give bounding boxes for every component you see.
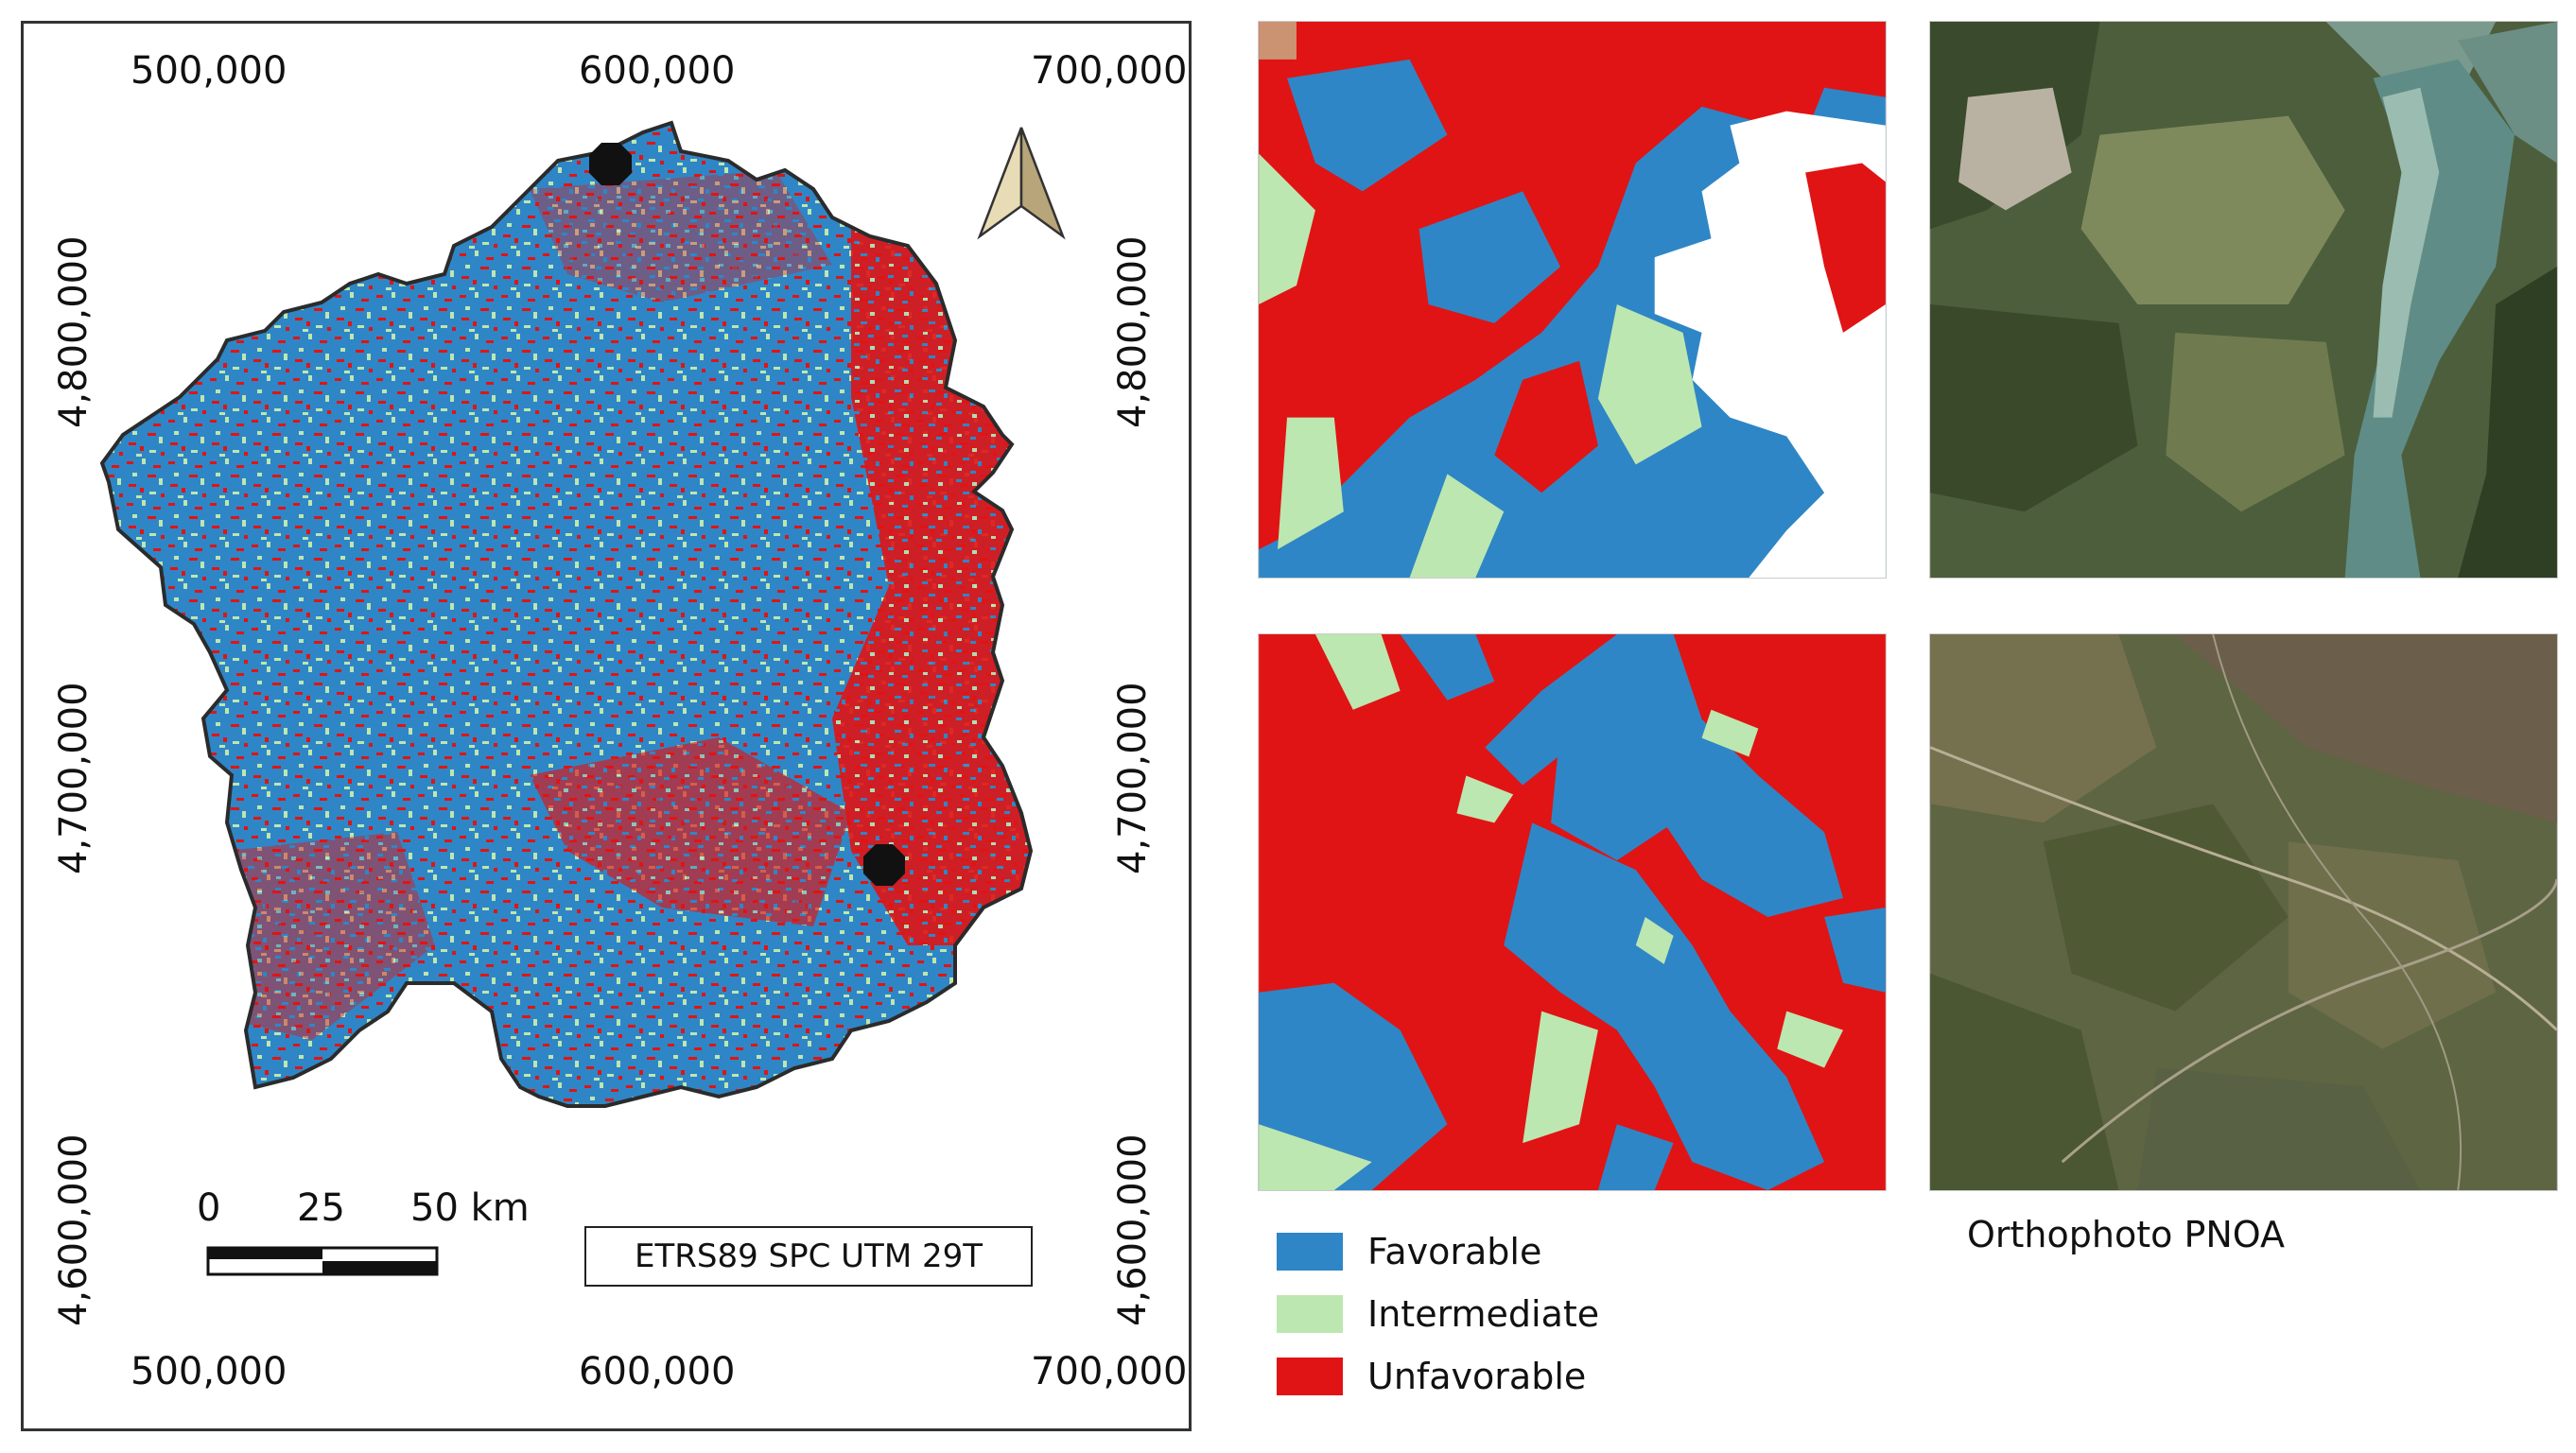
x-tick-top-500000: 500,000 [131, 49, 287, 93]
legend-swatch-unfavorable [1277, 1358, 1343, 1395]
scale-label-50: 50 km [410, 1186, 530, 1230]
zoom-panel-southeast-suitability [1258, 633, 1887, 1191]
study-site-marker-north [589, 143, 632, 185]
scale-label-0: 0 [197, 1186, 221, 1230]
x-tick-bottom-600000: 600,000 [579, 1350, 736, 1393]
y-tick-left-4600000: 4,600,000 [52, 1133, 96, 1326]
legend-label-unfavorable: Unfavorable [1367, 1356, 1587, 1397]
orthophoto-southeast [1929, 633, 2558, 1191]
x-tick-top-700000: 700,000 [1031, 49, 1188, 93]
scale-bar [206, 1246, 439, 1276]
x-tick-top-600000: 600,000 [579, 49, 736, 93]
galicia-suitability-map [100, 121, 1033, 1108]
legend-item-favorable: Favorable [1277, 1231, 1599, 1272]
legend-label-intermediate: Intermediate [1367, 1293, 1600, 1335]
legend-swatch-favorable [1277, 1233, 1343, 1271]
legend-item-intermediate: Intermediate [1277, 1293, 1599, 1335]
orthophoto-caption: Orthophoto PNOA [1967, 1214, 2286, 1255]
legend-label-favorable: Favorable [1367, 1231, 1542, 1272]
legend-swatch-intermediate [1277, 1295, 1343, 1333]
study-site-marker-southeast [863, 844, 905, 886]
scale-label-25: 25 [297, 1186, 345, 1230]
crs-label-box: ETRS89 SPC UTM 29T [584, 1226, 1033, 1287]
y-tick-right-4600000: 4,600,000 [1111, 1133, 1155, 1326]
x-tick-bottom-700000: 700,000 [1031, 1350, 1188, 1393]
zoom-panel-north-suitability [1258, 21, 1887, 579]
orthophoto-north [1929, 21, 2558, 579]
north-arrow-icon [977, 127, 1066, 240]
x-tick-bottom-500000: 500,000 [131, 1350, 287, 1393]
legend: Favorable Intermediate Unfavorable [1277, 1231, 1599, 1397]
legend-item-unfavorable: Unfavorable [1277, 1356, 1599, 1397]
